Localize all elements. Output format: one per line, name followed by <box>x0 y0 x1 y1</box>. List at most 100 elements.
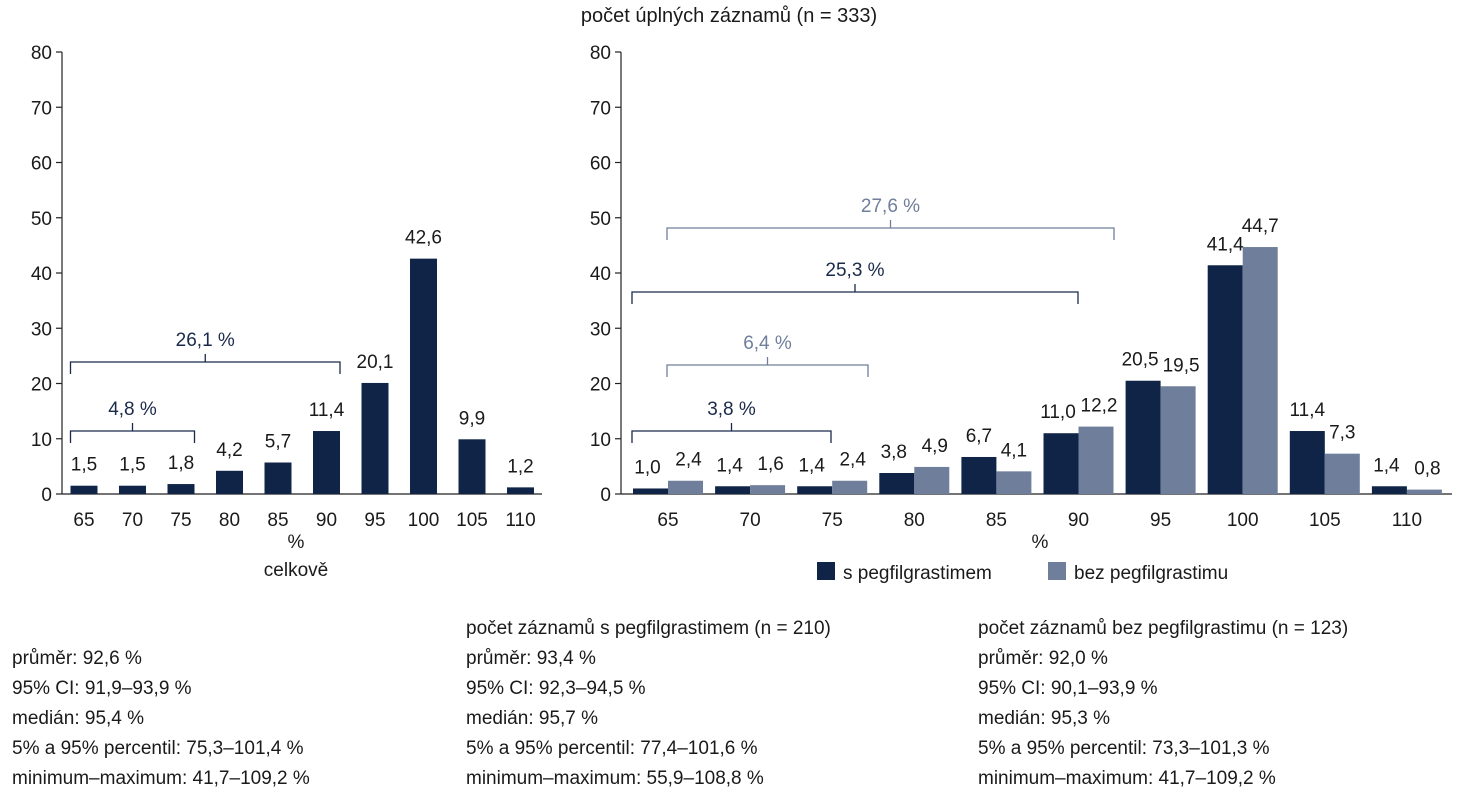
stats-header: počet záznamů bez pegfilgrastimu (n = 12… <box>978 618 1349 639</box>
bar-bez-pegfilgrastimu <box>1078 426 1114 494</box>
bracket <box>631 284 1079 304</box>
data-label: 19,5 <box>1163 355 1200 376</box>
data-label: 1,0 <box>634 457 660 478</box>
stats-bez-pegfilgrastimu: počet záznamů bez pegfilgrastimu (n = 12… <box>978 614 1348 794</box>
y-tick-label: 30 <box>590 319 611 340</box>
bar <box>119 485 146 494</box>
bar-s-pegfilgrastimem <box>1289 431 1325 494</box>
data-label: 20,1 <box>357 352 394 373</box>
chart-title: počet úplných záznamů (n = 333) <box>581 5 877 27</box>
bar-bez-pegfilgrastimu <box>750 485 786 494</box>
y-tick-label: 20 <box>31 375 52 396</box>
data-label: 4,9 <box>922 436 948 457</box>
y-tick-label: 30 <box>31 319 52 340</box>
data-label: 11,4 <box>309 400 345 421</box>
x-tick-label: 75 <box>822 510 843 531</box>
x-tick-label: 105 <box>456 510 488 531</box>
data-label: 1,5 <box>119 455 145 476</box>
x-tick-label: 75 <box>170 510 191 531</box>
y-tick-label: 80 <box>31 43 52 64</box>
stats-line: minimum–maximum: 41,7–109,2 % <box>12 768 310 789</box>
y-tick-label: 20 <box>590 375 611 396</box>
bar <box>410 258 437 494</box>
y-tick-label: 70 <box>31 98 52 119</box>
bar-s-pegfilgrastimem <box>1043 433 1079 494</box>
x-tick-label: 110 <box>505 510 535 531</box>
x-tick-label: 90 <box>1068 510 1089 531</box>
stats-line: medián: 95,3 % <box>978 708 1111 729</box>
stats-line: 5% a 95% percentil: 77,4–101,6 % <box>466 738 758 759</box>
data-label: 2,4 <box>675 450 702 471</box>
data-label: 11,0 <box>1040 402 1076 423</box>
y-tick-label: 50 <box>31 209 52 230</box>
x-tick-label: 70 <box>740 510 761 531</box>
x-axis-label: % <box>288 532 305 553</box>
bar <box>70 485 98 494</box>
data-label: 5,7 <box>265 432 291 453</box>
bar-bez-pegfilgrastimu <box>1406 489 1442 494</box>
data-label: 0,8 <box>1414 459 1440 480</box>
x-tick-label: 95 <box>1150 510 1171 531</box>
y-tick-label: 60 <box>31 154 52 175</box>
bar-s-pegfilgrastimem <box>797 486 833 494</box>
bracket <box>69 423 196 443</box>
bar <box>361 382 389 494</box>
y-tick-label: 40 <box>590 264 611 285</box>
x-tick-label: 100 <box>408 510 440 531</box>
y-tick-label: 10 <box>31 430 52 451</box>
x-tick-label: 90 <box>316 510 337 531</box>
x-tick-label: 70 <box>122 510 143 531</box>
stats-line: 95% CI: 92,3–94,5 % <box>466 678 646 699</box>
stats-line: průměr: 92,0 % <box>978 648 1108 669</box>
y-tick-label: 0 <box>600 485 611 506</box>
legend-label: s pegfilgrastimem <box>843 563 992 584</box>
x-tick-label: 65 <box>73 510 94 531</box>
bar <box>264 462 292 494</box>
data-label: 4,2 <box>216 440 242 461</box>
stats-overall: průměr: 92,6 % 95% CI: 91,9–93,9 % mediá… <box>12 644 310 794</box>
bar-s-pegfilgrastimem <box>1125 380 1161 494</box>
bracket-label: 4,8 % <box>108 399 157 420</box>
x-tick-label: 100 <box>1227 510 1259 531</box>
data-label: 9,9 <box>459 408 485 429</box>
x-tick-label: 110 <box>1392 510 1422 531</box>
stats-line: 5% a 95% percentil: 75,3–101,4 % <box>12 738 304 759</box>
stats-line: minimum–maximum: 41,7–109,2 % <box>978 768 1276 789</box>
x-tick-label: 65 <box>657 510 678 531</box>
data-label: 42,6 <box>405 228 442 249</box>
data-label: 7,3 <box>1329 423 1355 444</box>
bar <box>313 431 340 494</box>
y-tick-label: 60 <box>590 154 611 175</box>
x-axis-label: % <box>1032 532 1049 553</box>
chart-by-group: 0 10 20 30 40 50 60 70 80 1,0 2,4 65 1,4 1,6 70 1,4 2,4 7… <box>590 43 1452 584</box>
legend-swatch-bez-pegfilgrastimu <box>1048 562 1066 580</box>
stats-line: medián: 95,4 % <box>12 708 145 729</box>
bar-bez-pegfilgrastimu <box>1242 247 1278 494</box>
bar-s-pegfilgrastimem <box>1207 265 1243 494</box>
bar-s-pegfilgrastimem <box>715 486 751 494</box>
stats-line: 95% CI: 90,1–93,9 % <box>978 678 1158 699</box>
bracket <box>666 357 869 377</box>
bracket <box>69 354 341 374</box>
x-tick-label: 80 <box>904 510 925 531</box>
y-tick-label: 10 <box>590 430 611 451</box>
bar-bez-pegfilgrastimu <box>1160 386 1196 494</box>
bracket-label: 26,1 % <box>176 330 235 351</box>
bar <box>458 439 486 494</box>
y-tick-label: 70 <box>590 98 611 119</box>
legend-label: bez pegfilgrastimu <box>1074 563 1228 584</box>
stats-line: průměr: 92,6 % <box>12 648 142 669</box>
bar-s-pegfilgrastimem <box>879 473 915 494</box>
stats-line: minimum–maximum: 55,9–108,8 % <box>466 768 764 789</box>
bracket-label: 6,4 % <box>743 333 792 354</box>
data-label: 1,4 <box>798 455 825 476</box>
y-tick-label: 50 <box>590 209 611 230</box>
x-tick-label: 80 <box>219 510 240 531</box>
data-label: 1,4 <box>716 455 743 476</box>
data-label: 6,7 <box>966 426 992 447</box>
bar-bez-pegfilgrastimu <box>668 480 703 494</box>
bracket-label: 27,6 % <box>861 196 920 217</box>
bar-bez-pegfilgrastimu <box>996 471 1032 494</box>
data-label: 20,5 <box>1122 350 1159 371</box>
